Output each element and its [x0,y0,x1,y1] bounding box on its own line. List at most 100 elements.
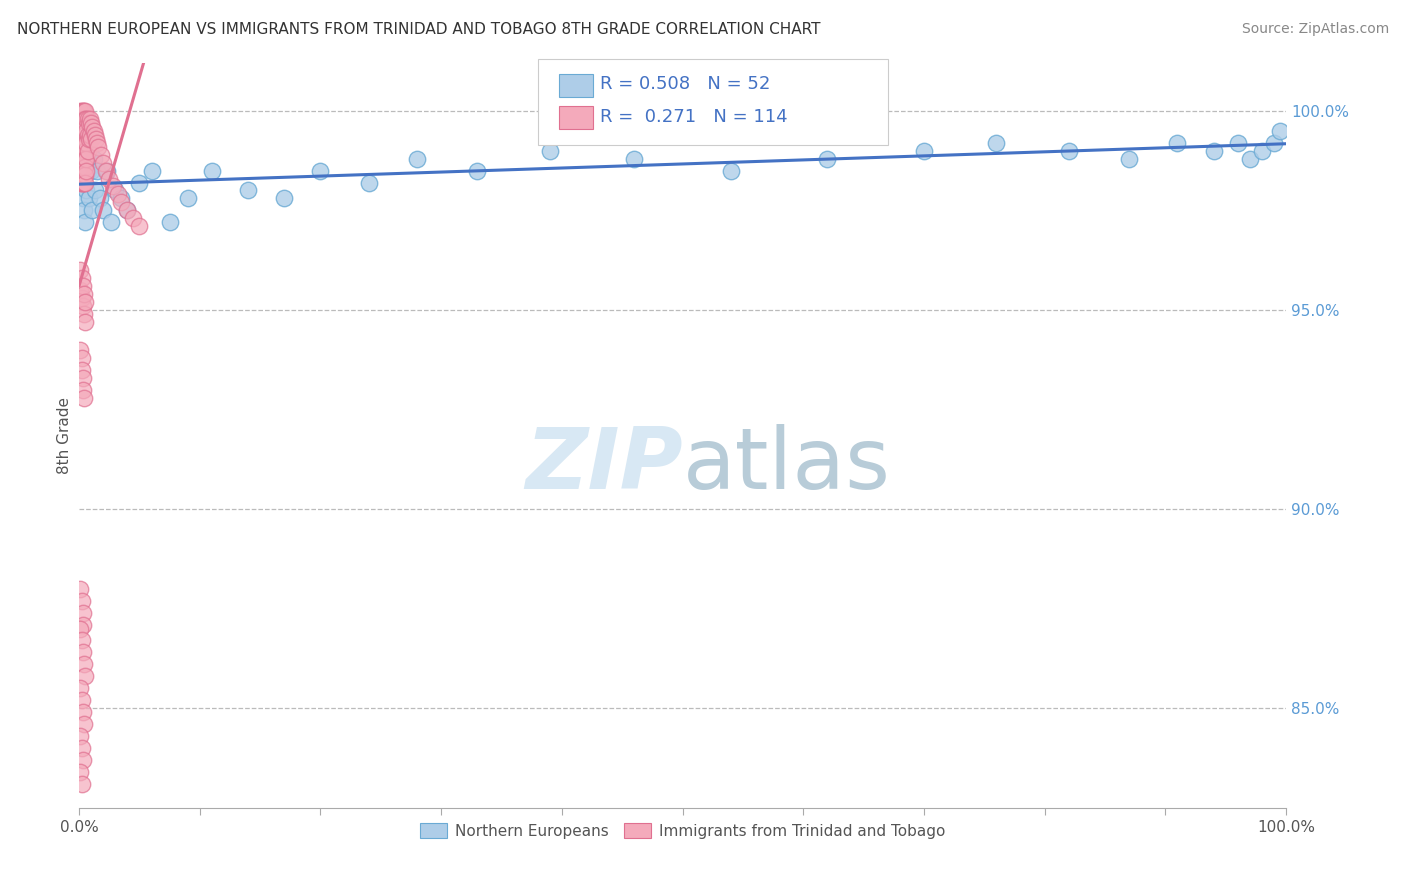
Point [117,203,139,218]
Point [69,729,91,743]
Point [83,184,105,198]
Point [82,203,104,218]
Point [75,184,97,198]
Point [69,681,91,696]
Point [70,168,93,182]
Point [76,112,98,126]
Point [73,136,96,150]
Point [70,112,93,126]
Point [73,112,96,126]
Point [83,124,105,138]
Point [75,160,97,174]
Point [1226,136,1249,150]
Text: R =  0.271   N = 114: R = 0.271 N = 114 [600,109,789,127]
Point [83,152,105,166]
Point [1250,144,1272,158]
Point [72,176,94,190]
Point [236,184,259,198]
Point [72,160,94,174]
Point [70,271,93,285]
Text: Source: ZipAtlas.com: Source: ZipAtlas.com [1241,22,1389,37]
Point [75,103,97,118]
Point [96,163,118,178]
Point [70,362,93,376]
Point [73,152,96,166]
Point [70,291,93,305]
Point [1263,136,1285,150]
Point [91,203,114,218]
Point [70,176,93,190]
Point [75,120,97,134]
Point [82,120,104,134]
Point [75,112,97,126]
Point [1268,124,1291,138]
Point [87,139,110,153]
Point [912,144,935,158]
Point [86,163,108,178]
FancyBboxPatch shape [537,59,887,145]
Point [69,168,91,182]
Point [72,606,94,620]
Point [70,144,93,158]
Point [70,633,93,648]
Point [128,219,150,234]
Point [107,187,129,202]
Point [70,152,93,166]
Point [72,144,94,158]
Point [104,184,127,198]
Point [72,191,94,205]
Point [815,152,838,166]
Point [79,144,101,158]
Point [538,144,561,158]
Point [75,295,97,310]
Point [77,116,100,130]
Legend: Northern Europeans, Immigrants from Trinidad and Tobago: Northern Europeans, Immigrants from Trin… [413,816,952,845]
Point [72,152,94,166]
Point [94,163,117,178]
Point [75,144,97,158]
Point [110,191,132,205]
Point [69,112,91,126]
Point [72,168,94,182]
Point [73,203,96,218]
Point [75,112,97,126]
Point [75,128,97,142]
Point [73,144,96,158]
Point [357,176,380,190]
Point [86,136,108,150]
Point [69,144,91,158]
Point [73,144,96,158]
Point [73,120,96,134]
Point [75,669,97,683]
Point [79,112,101,126]
Point [69,582,91,596]
Point [76,144,98,158]
Point [72,753,94,767]
Point [101,179,124,194]
Point [75,152,97,166]
Point [76,163,98,178]
Point [70,160,93,174]
Point [309,163,332,178]
Point [70,120,93,134]
Point [73,176,96,190]
Point [69,263,91,277]
Point [83,128,105,142]
Point [98,171,121,186]
Point [623,152,645,166]
Point [75,136,97,150]
Point [201,163,224,178]
Point [72,120,94,134]
Point [70,176,93,190]
Point [73,160,96,174]
Point [467,163,489,178]
Point [75,215,97,229]
Point [89,191,111,205]
Point [70,777,93,791]
Point [73,103,96,118]
Point [72,370,94,384]
Point [75,176,97,190]
Point [91,155,114,169]
Point [72,705,94,719]
Point [72,112,94,126]
